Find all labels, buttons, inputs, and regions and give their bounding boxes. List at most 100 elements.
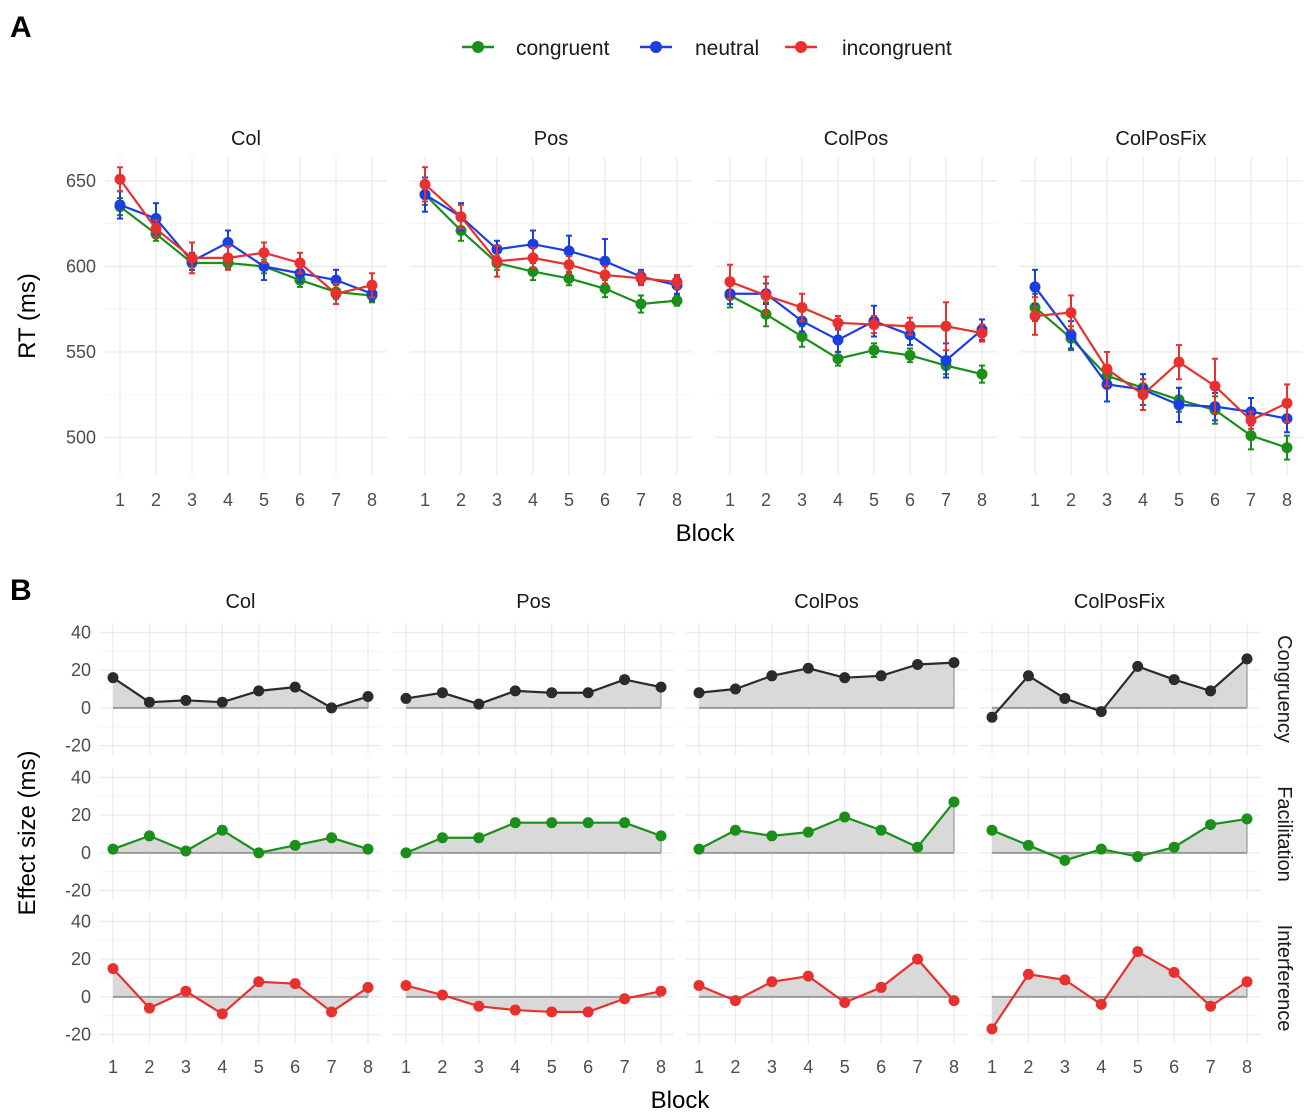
data-point	[326, 832, 338, 844]
facet-colposfix: ColPosFix 1 2 3 4 5 6 7 8	[1020, 128, 1302, 510]
x-tick-label: 7	[941, 490, 951, 510]
data-point	[546, 687, 558, 699]
legend-item-neutral: neutral	[640, 37, 759, 60]
data-point	[473, 698, 485, 710]
row-strip-label: Facilitation	[1273, 786, 1295, 882]
y-tick-label: 650	[66, 171, 96, 191]
x-tick-label: 1	[115, 490, 125, 510]
y-tick-label: 0	[81, 843, 91, 863]
x-tick-label: 5	[1174, 490, 1184, 510]
data-point	[107, 843, 119, 855]
facet-colpos	[686, 768, 967, 900]
facet-pos	[393, 623, 674, 755]
data-point	[802, 662, 814, 674]
strip-label: Pos	[534, 128, 568, 150]
facet-col: 1 2 3 4 5 6 7 8	[100, 912, 381, 1077]
data-point	[760, 289, 772, 301]
data-point	[180, 694, 192, 706]
data-point	[150, 213, 162, 225]
data-point	[253, 685, 265, 697]
x-tick-label: 6	[583, 1057, 593, 1077]
data-point	[619, 674, 631, 686]
x-tick-label: 8	[1242, 1057, 1252, 1077]
x-tick-label: 2	[456, 490, 466, 510]
data-point	[546, 817, 558, 829]
data-point	[875, 981, 887, 993]
data-point	[509, 1004, 521, 1016]
series-line	[698, 801, 955, 851]
data-point	[1132, 851, 1144, 863]
data-point	[216, 824, 228, 836]
data-point	[1281, 397, 1293, 409]
data-point	[107, 672, 119, 684]
y-axis-title: Effect size (ms)	[14, 751, 41, 916]
series-incongruent	[1029, 294, 1293, 430]
data-point	[599, 255, 611, 267]
y-tick-label: 20	[71, 660, 91, 680]
effect-area	[113, 677, 368, 708]
data-point	[1059, 854, 1071, 866]
data-point	[940, 354, 952, 366]
data-point	[1022, 968, 1034, 980]
x-tick-label: 4	[217, 1057, 227, 1077]
data-point	[455, 211, 467, 223]
data-point	[473, 832, 485, 844]
facet-colpos: 1 2 3 4 5 6 7 8	[686, 912, 967, 1077]
row-interference: 1 2 3 4 5 6 7 8 1 2 3 4 5 6 7 8 1 2 3 4 5 6 7 8 1 2 3 4 5 6 7 8 -20 0 20 40…	[65, 911, 1295, 1077]
legend-marker-neutral	[650, 41, 662, 53]
data-point	[1241, 653, 1253, 665]
data-point	[114, 173, 126, 185]
facet-pos	[393, 768, 674, 900]
data-point	[1101, 363, 1113, 375]
facet-colpos: ColPos 1 2 3 4 5 6 7 8	[715, 128, 997, 510]
effect-area	[699, 959, 954, 1003]
series-line	[424, 193, 678, 287]
data-point	[948, 796, 960, 808]
x-tick-label: 8	[977, 490, 987, 510]
x-tick-label: 4	[1096, 1057, 1106, 1077]
y-tick-label: 20	[71, 805, 91, 825]
data-point	[948, 995, 960, 1007]
y-tick-label: -20	[65, 736, 91, 756]
facet-pos: Pos 1 2 3 4 5 6 7 8	[410, 128, 692, 510]
series-line	[1034, 311, 1288, 422]
x-tick-label: 3	[1060, 1057, 1070, 1077]
data-point	[839, 997, 851, 1009]
y-axis-title: RT (ms)	[14, 273, 41, 359]
series-line	[991, 658, 1248, 719]
series-line	[112, 828, 369, 855]
x-tick-label: 8	[363, 1057, 373, 1077]
data-point	[186, 252, 198, 264]
x-tick-label: 1	[108, 1057, 118, 1077]
effect-area	[992, 951, 1247, 1029]
x-tick-label: 7	[327, 1057, 337, 1077]
data-point	[912, 658, 924, 670]
row-facilitation: -20 0 20 40 Facilitation	[65, 767, 1295, 900]
data-point	[635, 298, 647, 310]
data-point	[216, 1008, 228, 1020]
x-tick-label: 1	[725, 490, 735, 510]
data-point	[1095, 706, 1107, 718]
series-line	[112, 967, 369, 1016]
effect-area	[992, 818, 1247, 861]
data-point	[635, 272, 647, 284]
y-tick-label: 600	[66, 256, 96, 276]
data-point	[802, 826, 814, 838]
data-point	[976, 368, 988, 380]
data-point	[729, 683, 741, 695]
x-tick-label: 7	[636, 490, 646, 510]
x-tick-label: 4	[223, 490, 233, 510]
data-point	[912, 841, 924, 853]
strip-label: ColPos	[824, 128, 888, 150]
data-point	[671, 295, 683, 307]
x-tick-label: 6	[600, 490, 610, 510]
data-point	[868, 319, 880, 331]
data-point	[362, 691, 374, 703]
data-point	[693, 687, 705, 699]
series-line	[405, 821, 662, 854]
data-point	[582, 687, 594, 699]
facet-colposfix	[979, 768, 1260, 900]
x-tick-label: 6	[1210, 490, 1220, 510]
x-tick-label: 5	[254, 1057, 264, 1077]
y-tick-label: 0	[81, 987, 91, 1007]
